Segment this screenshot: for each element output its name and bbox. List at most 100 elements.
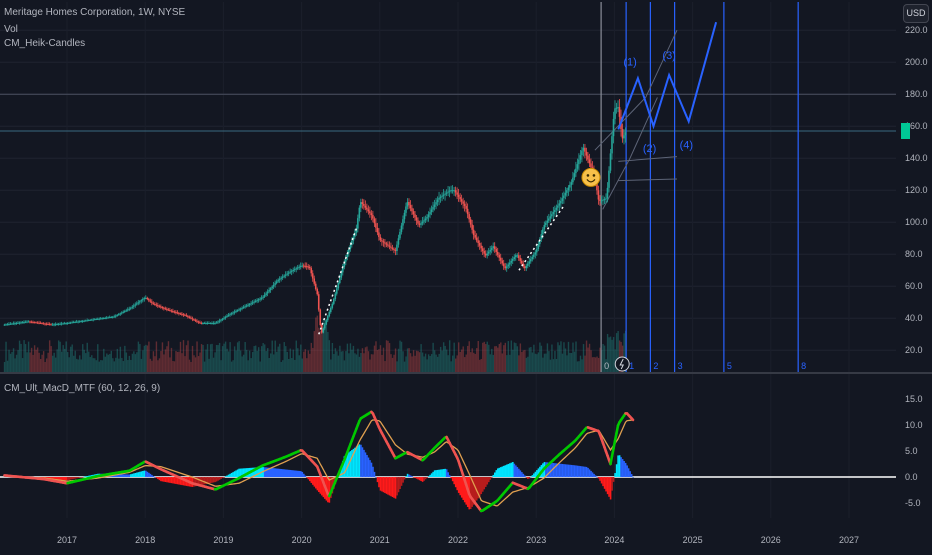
currency-button[interactable]: USD xyxy=(903,4,929,23)
volume-bar xyxy=(464,357,465,372)
macd-histogram-bar xyxy=(383,477,385,492)
macd-histogram-bar xyxy=(162,477,164,481)
macd-histogram-bar xyxy=(171,477,173,483)
candle-body xyxy=(190,318,192,319)
volume-indicator-label[interactable]: Vol xyxy=(4,23,18,36)
macd-histogram-bar xyxy=(440,469,442,477)
time-tick-label: 2027 xyxy=(839,535,859,545)
volume-bar xyxy=(595,357,596,372)
macd-histogram-bar xyxy=(223,477,225,478)
volume-bar xyxy=(383,348,384,372)
macd-histogram-bar xyxy=(148,473,150,477)
macd-histogram-bar xyxy=(587,468,589,477)
macd-histogram-bar xyxy=(225,476,227,477)
macd-histogram-bar xyxy=(599,477,601,481)
candle-body xyxy=(147,298,149,299)
candle-body xyxy=(378,232,380,237)
volume-bar xyxy=(583,344,584,372)
volume-bar xyxy=(261,346,262,372)
macd-histogram-bar xyxy=(623,461,625,477)
candle-body xyxy=(509,263,511,265)
volume-bar xyxy=(189,360,190,372)
candle-body xyxy=(222,319,224,320)
volume-bar xyxy=(207,344,208,372)
volume-bar xyxy=(23,340,24,372)
volume-bar xyxy=(244,342,245,372)
volume-bar xyxy=(252,352,253,372)
volume-bar xyxy=(363,353,364,372)
channel-line xyxy=(618,157,677,162)
macd-histogram-bar xyxy=(447,472,449,477)
candle-body xyxy=(617,107,619,108)
volume-bar xyxy=(336,351,337,372)
volume-bar xyxy=(26,352,27,372)
candle-body xyxy=(157,305,159,306)
macd-histogram-bar xyxy=(160,477,162,481)
candle-body xyxy=(399,232,401,238)
macd-histogram-bar xyxy=(535,472,537,477)
volume-bar xyxy=(269,358,270,372)
volume-bar xyxy=(398,349,399,372)
macd-histogram-bar xyxy=(450,477,452,478)
candle-body xyxy=(614,108,616,119)
macd-histogram-bar xyxy=(444,469,446,477)
volume-bar xyxy=(407,348,408,372)
volume-bar xyxy=(196,341,197,372)
volume-bar xyxy=(40,359,41,372)
volume-bar xyxy=(411,356,412,372)
candle-body xyxy=(530,259,532,261)
volume-bar xyxy=(317,316,318,372)
candle-body xyxy=(398,238,400,244)
macd-histogram-bar xyxy=(616,464,618,477)
candle-body xyxy=(82,321,84,322)
macd-histogram-bar xyxy=(482,477,484,492)
macd-histogram-bar xyxy=(559,464,561,477)
volume-bar xyxy=(348,353,349,372)
volume-bar xyxy=(587,348,588,372)
volume-bar xyxy=(22,358,23,372)
candle-body xyxy=(220,320,222,321)
volume-bar xyxy=(553,359,554,372)
time-tick-label: 2024 xyxy=(604,535,624,545)
candle-body xyxy=(386,243,388,244)
candle-body xyxy=(201,323,203,324)
symbol-title[interactable]: Meritage Homes Corporation, 1W, NYSE xyxy=(4,6,185,19)
volume-bar xyxy=(518,355,519,372)
volume-bar xyxy=(175,351,176,372)
candle-body xyxy=(253,302,255,303)
macd-histogram-bar xyxy=(602,477,604,486)
macd-tick-label: -5.0 xyxy=(905,498,921,508)
candle-body xyxy=(180,313,182,314)
volume-bar xyxy=(147,345,148,372)
heikin-candles-indicator-label[interactable]: CM_Heik-Candles xyxy=(4,37,85,50)
candle-body xyxy=(247,305,249,306)
candle-body xyxy=(271,287,273,289)
macd-histogram-bar xyxy=(378,477,380,487)
candle-body xyxy=(622,129,624,138)
candle-body xyxy=(62,323,64,324)
volume-bar xyxy=(456,355,457,372)
volume-bar xyxy=(171,348,172,372)
candle-body xyxy=(55,324,57,325)
macd-histogram-bar xyxy=(420,477,422,481)
macd-histogram-bar xyxy=(452,477,454,481)
macd-indicator-label[interactable]: CM_Ult_MacD_MTF (60, 12, 26, 9) xyxy=(4,382,160,395)
candle-body xyxy=(548,219,550,221)
time-tick-label: 2017 xyxy=(57,535,77,545)
macd-histogram-bar xyxy=(414,477,416,478)
macd-histogram-bar xyxy=(489,477,491,480)
macd-histogram-bar xyxy=(386,477,388,494)
macd-histogram-bar xyxy=(231,473,233,477)
candle-body xyxy=(172,311,174,312)
volume-bar xyxy=(598,358,599,372)
volume-bar xyxy=(47,353,48,372)
volume-bar xyxy=(32,355,33,372)
volume-bar xyxy=(356,354,357,372)
macd-histogram-bar xyxy=(614,473,616,477)
macd-histogram-bar xyxy=(608,477,610,497)
macd-histogram-bar xyxy=(288,470,290,477)
price-tick-label: 80.0 xyxy=(905,249,923,259)
candle-body xyxy=(150,300,152,301)
macd-histogram-bar xyxy=(592,472,594,477)
volume-bar xyxy=(84,350,85,372)
